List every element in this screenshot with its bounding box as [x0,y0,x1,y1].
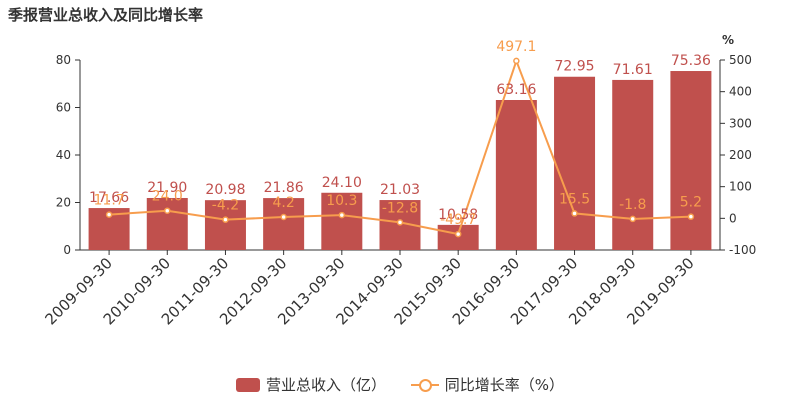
legend-line-swatch [410,378,439,392]
legend-item-growth[interactable]: 同比增长率（%） [410,374,565,395]
legend-label-revenue: 营业总收入（亿） [265,376,386,394]
y-left-tick-label: 0 [63,243,71,257]
chart-title: 季报营业总收入及同比增长率 [8,6,204,24]
growth-rate-value-label: 24.0 [152,189,183,205]
growth-rate-point [105,211,113,218]
y-right-tick-label: 100 [729,180,752,194]
growth-rate-point [338,211,346,219]
growth-rate-point [222,216,229,223]
growth-rate-point [164,207,171,214]
growth-rate-value-label: 497.1 [496,39,536,55]
y-right-tick-label: 200 [729,148,752,162]
growth-rate-point [396,219,404,226]
revenue-value-label: 20.98 [205,182,245,198]
growth-rate-value-label: -4.2 [212,198,239,214]
y-right-unit-label: % [722,33,734,47]
revenue-bar [146,197,188,250]
revenue-bar [263,198,305,250]
growth-rate-value-label: 4.2 [273,195,295,211]
growth-rate-value-label: 11.7 [94,193,125,209]
y-right-tick-label: -100 [729,243,756,257]
revenue-bar [495,99,537,251]
revenue-value-label: 21.86 [264,180,304,196]
revenue-value-label: 24.10 [322,175,362,191]
growth-rate-value-label: -12.8 [382,200,418,216]
growth-rate-value-label: 15.5 [559,191,590,207]
y-right-tick-label: 500 [729,53,752,67]
revenue-value-label: 10.58 [438,207,478,223]
legend: 营业总收入（亿） 同比增长率（%） [0,374,800,396]
revenue-bar [204,200,246,250]
revenue-bar [670,71,712,251]
revenue-bar [437,224,479,250]
growth-rate-point [571,210,578,217]
y-left-tick-label: 60 [56,101,71,115]
growth-rate-point [687,213,695,220]
y-left-tick-label: 40 [56,148,71,162]
revenue-value-label: 63.16 [496,82,536,98]
growth-rate-value-label: -1.8 [619,197,646,213]
revenue-value-label: 17.66 [89,190,129,206]
revenue-value-label: 75.36 [671,53,711,69]
y-right-tick-label: 300 [729,116,752,130]
y-right-tick-label: 0 [729,211,737,225]
revenue-bar [554,76,596,251]
growth-rate-point [629,215,636,223]
y-right-tick-label: 400 [729,85,752,99]
revenue-value-label: 21.90 [147,180,187,196]
revenue-bar [321,192,363,250]
growth-rate-value-label: -49.7 [440,212,476,228]
legend-bar-swatch [235,377,260,392]
revenue-value-label: 72.95 [554,59,594,75]
revenue-value-label: 21.03 [380,182,420,198]
y-left-tick-label: 80 [56,53,71,67]
y-left-tick-label: 20 [56,196,71,210]
growth-rate-value-label: 10.3 [326,193,357,209]
growth-rate-point [454,230,462,238]
revenue-value-label: 71.61 [613,62,653,78]
growth-rate-point [280,213,287,221]
revenue-bar [612,79,654,251]
legend-label-growth: 同比增长率（%） [444,376,565,394]
growth-rate-value-label: 5.2 [680,195,702,211]
growth-rate-point [513,57,520,65]
legend-item-revenue[interactable]: 营业总收入（亿） [235,374,386,395]
